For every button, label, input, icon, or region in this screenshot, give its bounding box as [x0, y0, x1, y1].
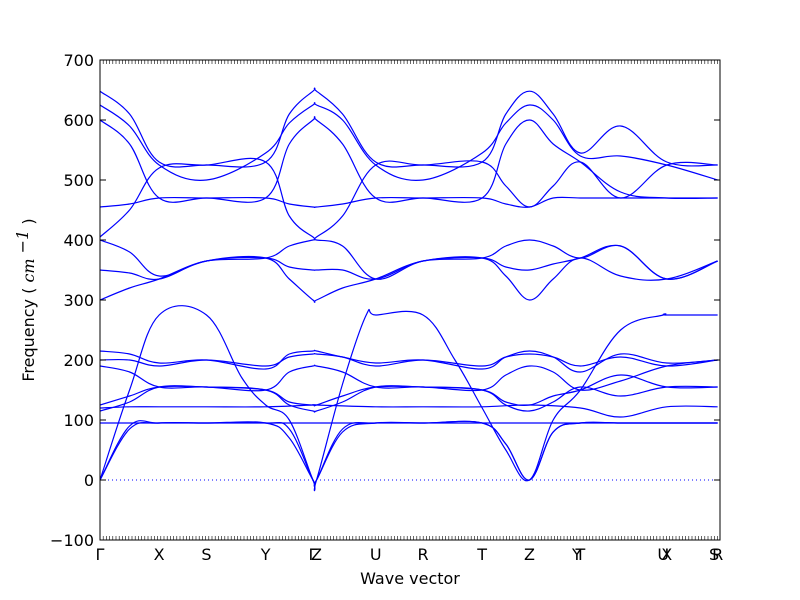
y-tick-label: 200	[63, 351, 94, 370]
y-tick-label: 100	[63, 411, 94, 430]
x-tick-label: T	[476, 545, 487, 564]
y-tick-label: 600	[63, 111, 94, 130]
y-tick-label: 400	[63, 231, 94, 250]
band-line-11	[100, 255, 718, 303]
x-tick-label: S	[709, 545, 719, 564]
plot-frame	[99, 59, 721, 541]
y-tick-label: −100	[50, 531, 94, 550]
x-tick-label: X	[661, 545, 672, 564]
x-tick-label: Y	[260, 545, 271, 564]
y-ticks: −100 0 100 200 300 400 500 600 700	[50, 51, 720, 550]
y-axis-label-unit: cm	[19, 258, 38, 282]
band-line-3	[100, 305, 718, 492]
x-tick-label: U	[370, 545, 382, 564]
band-line-7	[100, 385, 718, 413]
band-line-16	[100, 116, 718, 203]
y-tick-label: 0	[84, 471, 94, 490]
x-tick-label: Γ	[96, 545, 105, 564]
y-tick-label: 300	[63, 291, 94, 310]
y-tick-label: 700	[63, 51, 94, 70]
x-ticks: Γ X S Y ΓZ U R T Z YT UX SR	[96, 60, 723, 564]
x-tick-label: R	[417, 545, 428, 564]
band-line-5	[100, 404, 718, 418]
x-tick-label: Z	[524, 545, 535, 564]
y-axis-label-exponent: −1	[13, 230, 32, 254]
band-line-12	[100, 244, 718, 281]
x-tick-label: U	[657, 545, 669, 564]
x-tick-label: Y	[571, 545, 582, 564]
x-tick-label: R	[712, 545, 723, 564]
y-axis-label: Frequency ( cm −1 )	[13, 218, 38, 381]
band-line-2	[100, 420, 718, 487]
band-line-18	[100, 87, 718, 168]
band-line-8	[100, 359, 718, 392]
x-tick-label: X	[154, 545, 165, 564]
y-axis-label-text: Frequency	[19, 299, 38, 382]
x-axis-label: Wave vector	[360, 569, 460, 588]
x-tick-label: T	[574, 545, 585, 564]
band-line-1	[100, 420, 718, 488]
band-line-13	[100, 238, 718, 280]
x-tick-label: S	[201, 545, 211, 564]
y-axis-label-open-paren: (	[19, 288, 38, 294]
band-line-10	[100, 349, 718, 373]
x-tick-label: Z	[311, 545, 322, 564]
y-tick-label: 500	[63, 171, 94, 190]
series-lines	[100, 87, 718, 492]
band-line-17	[100, 102, 718, 182]
y-axis-label-close-paren: )	[19, 218, 38, 224]
band-line-15	[100, 196, 718, 209]
x-tick-label: Γ	[309, 545, 318, 564]
